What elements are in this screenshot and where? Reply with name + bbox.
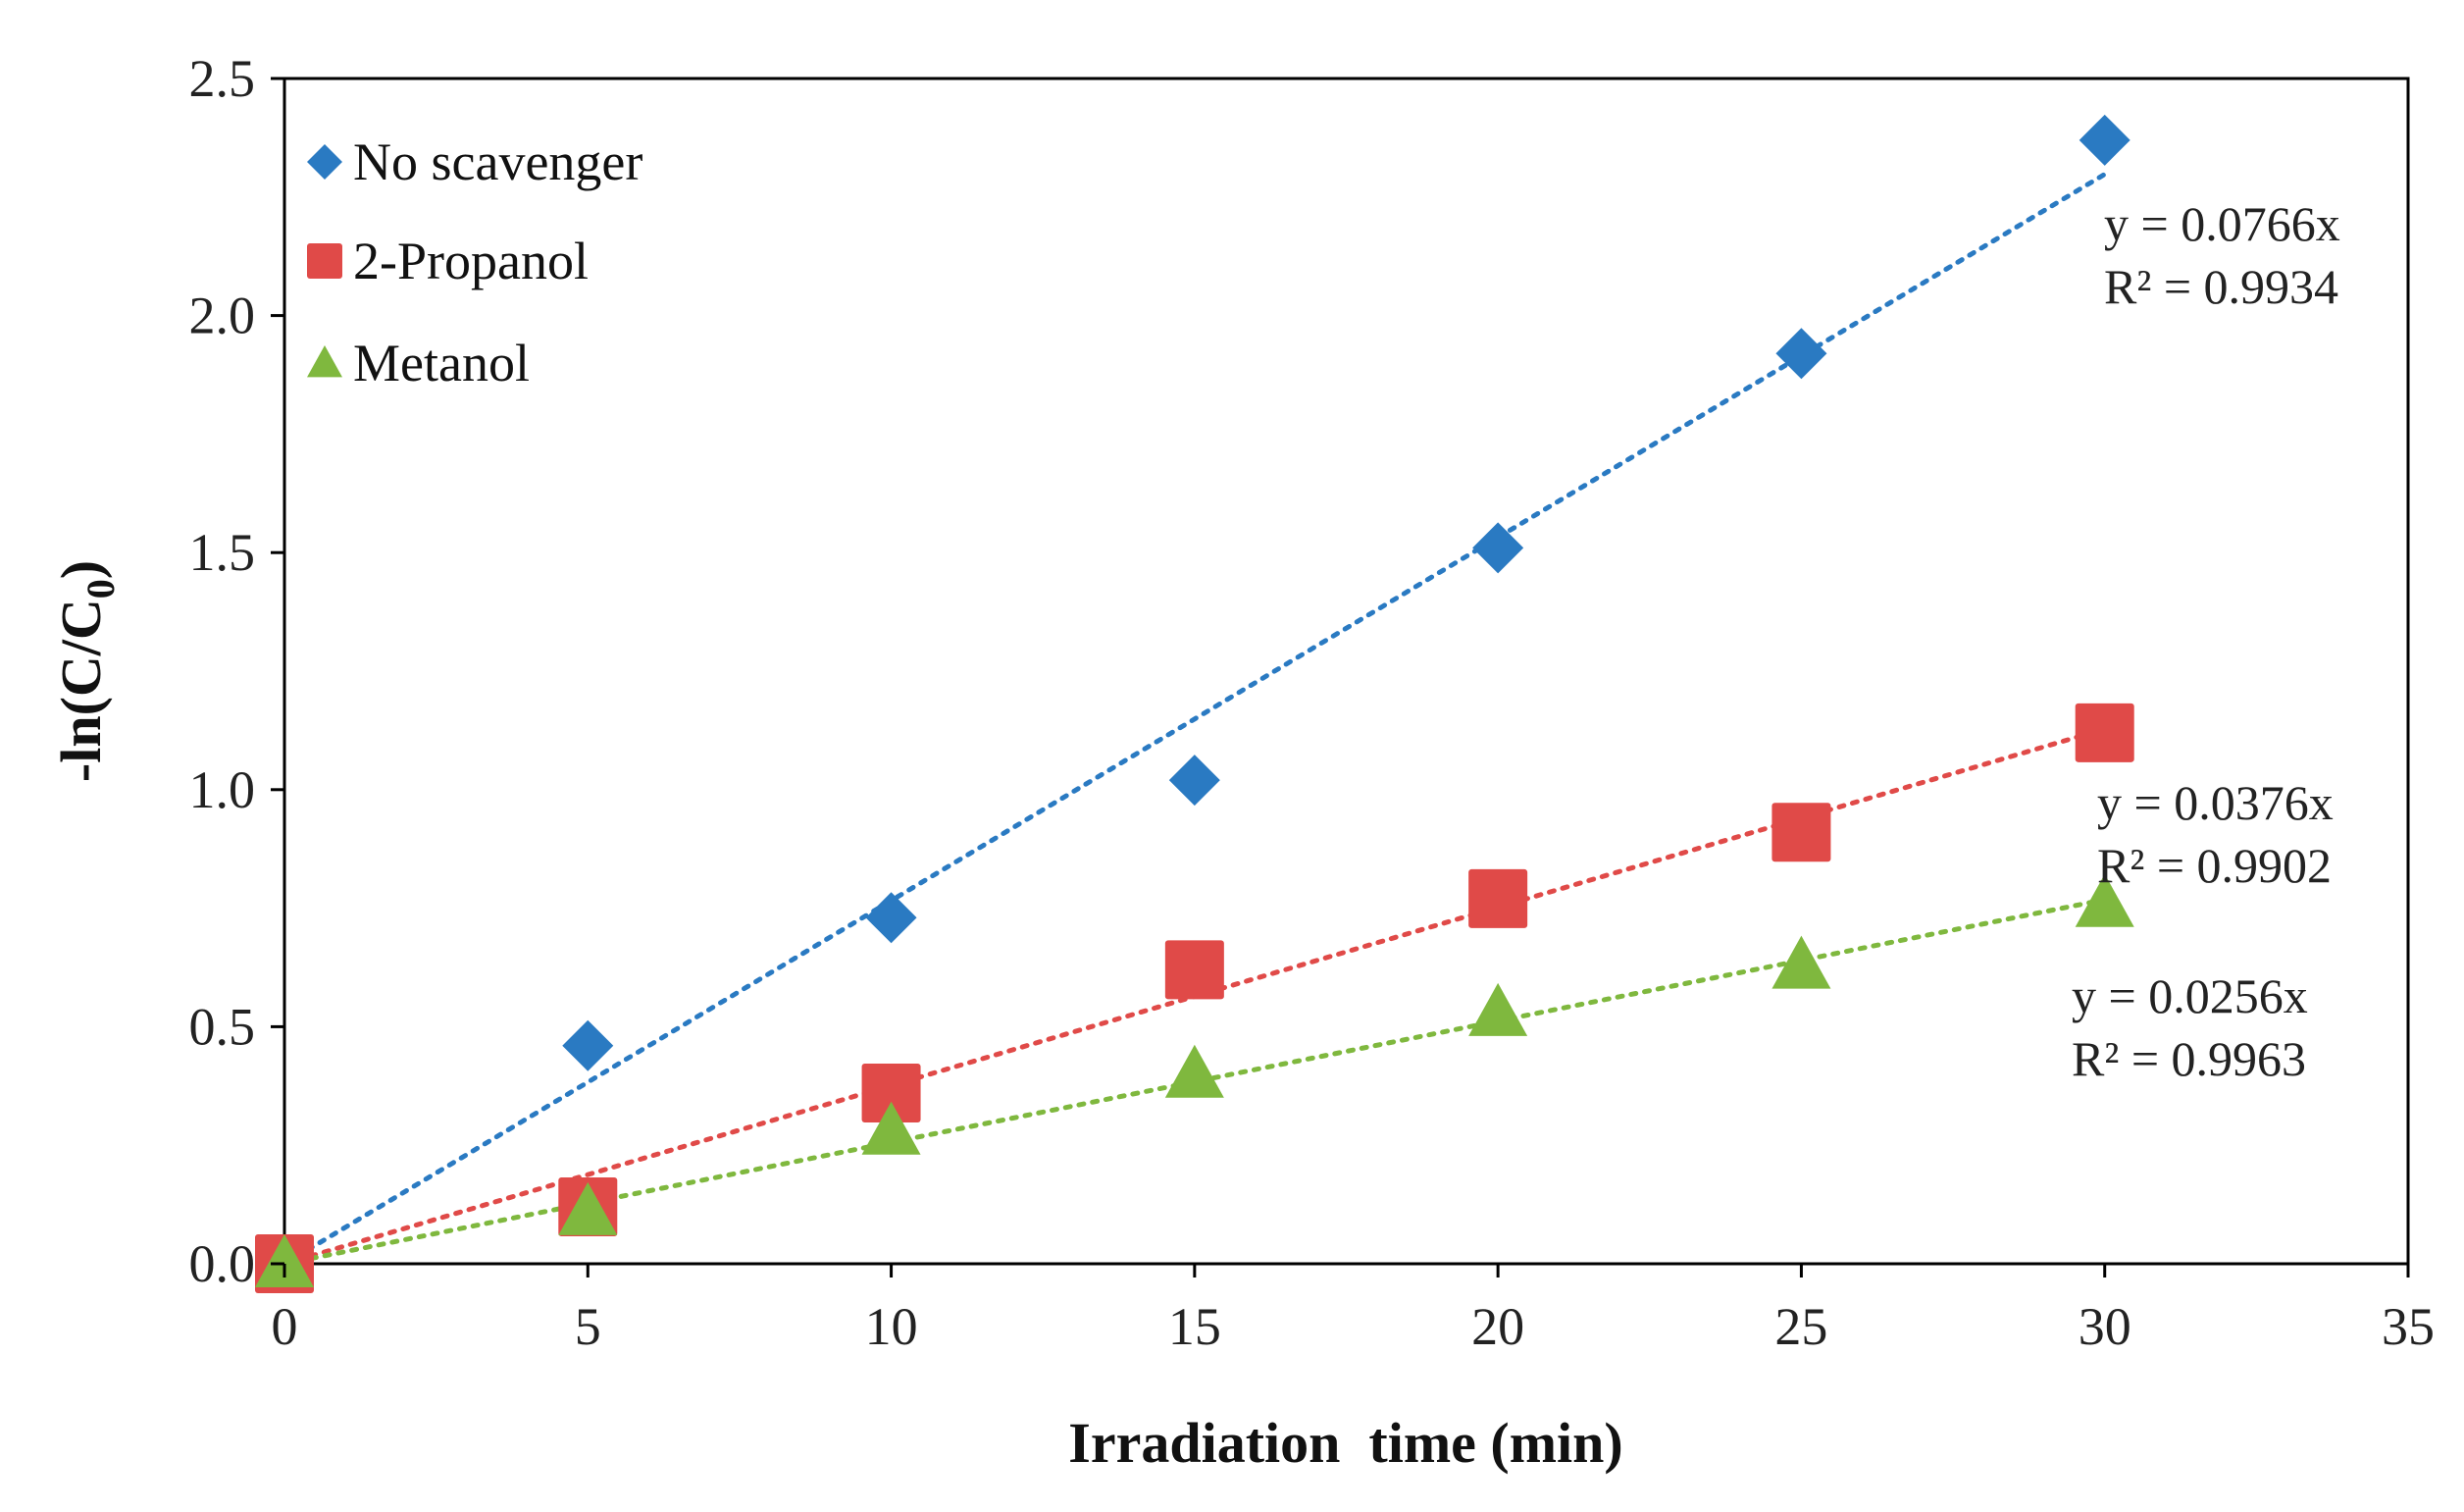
- data-point-square: [1771, 803, 1831, 862]
- y-axis-title: -ln(C/C0): [49, 560, 123, 782]
- data-point-triangle: [558, 1181, 618, 1235]
- legend-label: 2-Propanol: [353, 232, 589, 290]
- y-tick-label: 2.0: [189, 287, 256, 345]
- legend: No scavenger 2-Propanol Metanol: [307, 132, 642, 392]
- x-tick-label: 5: [575, 1297, 601, 1356]
- trendline-r-squared: R² = 0.9902: [2097, 838, 2332, 893]
- data-point-diamond: [562, 1019, 614, 1071]
- data-point-diamond: [1168, 755, 1220, 807]
- x-tick-label: 0: [272, 1297, 298, 1356]
- legend-label: Metanol: [353, 334, 530, 392]
- x-tick-label: 30: [2079, 1297, 2131, 1356]
- y-tick-label: 0.5: [189, 997, 256, 1056]
- trendline-r-squared: R² = 0.9934: [2104, 259, 2338, 314]
- data-point-triangle: [1164, 1044, 1224, 1098]
- axis-ticks: 0 5 10 15 20 25 30 35 0.0 0.5 1.0 1.5 2.0 2.5: [189, 49, 2436, 1356]
- y-tick-label: 0.0: [189, 1234, 256, 1293]
- data-point-square: [861, 1064, 921, 1123]
- data-point-diamond: [1775, 328, 1827, 380]
- data-point-triangle: [2075, 873, 2134, 927]
- legend-marker-square: [307, 243, 342, 279]
- data-point-square: [1164, 940, 1224, 1000]
- x-tick-label: 35: [2382, 1297, 2435, 1356]
- data-point-triangle: [1771, 935, 1831, 989]
- trendline-equation: y = 0.0766x: [2104, 196, 2340, 251]
- y-tick-label: 1.5: [189, 523, 256, 582]
- x-tick-label: 10: [865, 1297, 918, 1356]
- data-point-diamond: [865, 892, 917, 944]
- data-point-diamond: [2079, 114, 2130, 166]
- y-tick-label: 1.0: [189, 760, 256, 819]
- data-point-square: [2075, 703, 2134, 762]
- x-axis-title: Irradiation time (min): [1068, 1411, 1622, 1475]
- x-tick-label: 15: [1168, 1297, 1221, 1356]
- legend-marker-triangle: [307, 345, 342, 378]
- data-point-triangle: [255, 1234, 314, 1287]
- data-point-square: [1468, 868, 1528, 928]
- data-point-triangle: [1468, 982, 1528, 1036]
- x-tick-label: 20: [1471, 1297, 1524, 1356]
- data-markers: [255, 114, 2134, 1293]
- legend-marker-diamond: [307, 144, 342, 180]
- plot-area: [282, 77, 2410, 1266]
- data-point-triangle: [861, 1101, 921, 1155]
- trendline-annotations: y = 0.0766x R² = 0.9934 y = 0.0376x R² = 0.…: [2072, 196, 2340, 1086]
- legend-label: No scavenger: [353, 132, 642, 191]
- x-tick-label: 25: [1774, 1297, 1827, 1356]
- trendline-diamond: [282, 172, 2108, 1267]
- trendline-equation: y = 0.0376x: [2097, 775, 2334, 830]
- trendline-r-squared: R² = 0.9963: [2072, 1031, 2306, 1086]
- trendline-equation: y = 0.0256x: [2072, 968, 2308, 1023]
- y-tick-label: 2.5: [189, 49, 256, 108]
- data-point-diamond: [1472, 522, 1524, 574]
